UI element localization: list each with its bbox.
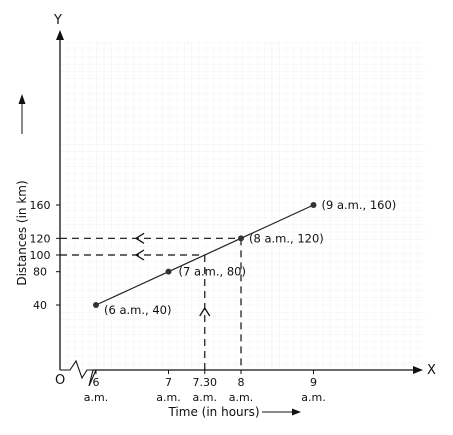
data-point-label: (6 a.m., 40) (104, 303, 171, 317)
x-axis-title: Time (in hours) (167, 405, 259, 419)
x-axis-title-arrowhead (292, 408, 301, 416)
guide-lines (60, 232, 242, 370)
data-point (93, 302, 99, 308)
y-tick-label: 120 (30, 232, 51, 245)
data-point (238, 235, 244, 242)
x-tick-label: 7.30 (193, 376, 218, 389)
x-tick-sublabel: a.m. (156, 391, 180, 404)
y-tick-label: 160 (30, 199, 51, 212)
guide-arrow-icon (134, 232, 145, 244)
data-point (165, 268, 172, 275)
guide-arrow-icon (134, 249, 145, 261)
x-axis-letter: X (427, 363, 436, 378)
data-series (93, 202, 317, 308)
x-tick-sublabel: a.m. (229, 391, 253, 404)
y-axis-title: Distances (in km) (15, 180, 29, 285)
y-axis-letter: Y (53, 13, 62, 28)
graph-paper-grid (60, 42, 425, 370)
guide-arrow-up-icon (199, 306, 211, 317)
x-axis-ticks: 6 a.m. 7 a.m. 7.30 a.m. 8 a.m. 9 a.m. (84, 370, 326, 404)
y-tick-label: 80 (33, 266, 47, 279)
y-axis-arrowhead (56, 30, 64, 40)
x-tick-label: 7 (165, 376, 172, 389)
x-tick-sublabel: a.m. (301, 391, 325, 404)
x-tick-label: 8 (238, 376, 245, 389)
x-axis-title-group: Time (in hours) (167, 405, 301, 419)
y-tick-label: 100 (30, 249, 51, 262)
x-axis-break (60, 359, 97, 387)
series-line (95, 204, 314, 306)
x-tick-label: 6 (93, 376, 100, 389)
y-tick-label: 40 (33, 299, 47, 312)
point-annotations: (6 a.m., 40) (7 a.m., 80) (8 a.m., 120) (9 … (104, 198, 396, 317)
data-point-label: (8 a.m., 120) (249, 231, 324, 245)
data-point (310, 202, 317, 209)
y-axis-title-arrowhead (18, 94, 26, 104)
y-axis-ticks: 40 80 100 120 160 (30, 199, 60, 312)
origin-label: O (55, 373, 65, 388)
data-point-label: (7 a.m., 80) (179, 265, 246, 279)
data-point-label: (9 a.m., 160) (322, 198, 397, 212)
x-tick-sublabel: a.m. (193, 391, 217, 404)
x-tick-sublabel: a.m. (84, 391, 108, 404)
y-axis-title-group: Distances (in km) (15, 94, 29, 286)
x-axis-arrowhead (413, 366, 423, 374)
x-tick-label: 9 (310, 376, 317, 389)
